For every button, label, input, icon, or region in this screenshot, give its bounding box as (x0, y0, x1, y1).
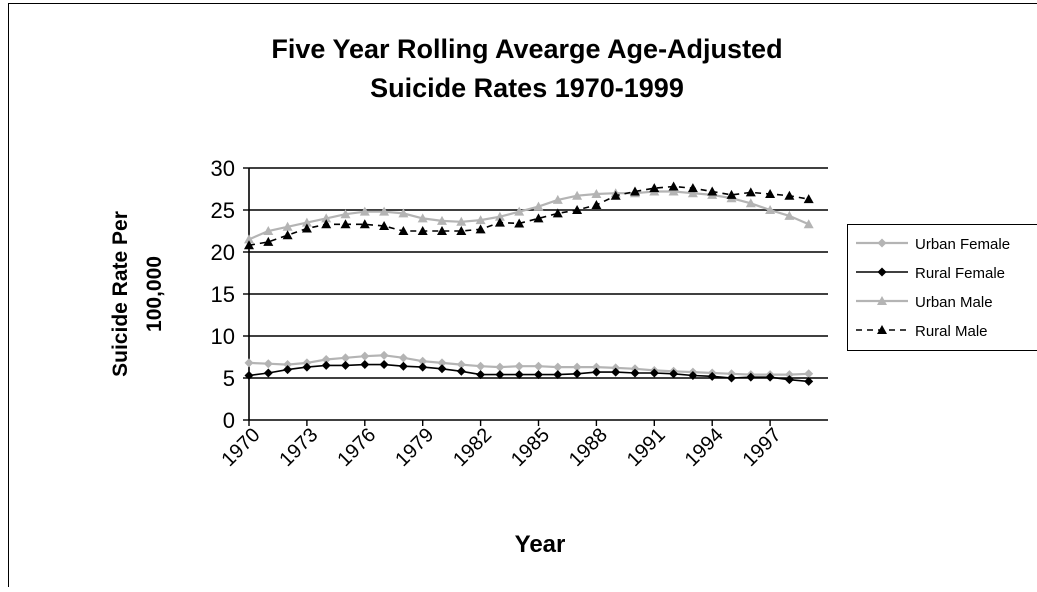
x-axis-title: Year (515, 531, 566, 558)
y-tick-label: 5 (223, 366, 235, 391)
y-tick-label: 20 (211, 240, 235, 265)
y-tick-label: 30 (211, 156, 235, 181)
y-axis-title-line-2: 100,000 (143, 256, 166, 332)
legend-label: Rural Female (915, 265, 1005, 282)
legend-label: Urban Female (915, 236, 1010, 253)
y-axis-title-line-1: Suicide Rate Per (109, 211, 132, 377)
y-tick-label: 10 (211, 324, 235, 349)
chart-title-line-1: Five Year Rolling Avearge Age-Adjusted (271, 34, 782, 64)
y-tick-label: 0 (223, 408, 235, 433)
legend-label: Urban Male (915, 294, 993, 311)
legend-label: Rural Male (915, 323, 988, 340)
y-tick-label: 25 (211, 198, 235, 223)
chart-title-line-2: Suicide Rates 1970-1999 (370, 73, 684, 103)
legend: Urban Female Rural Female Urban Male Rural … (848, 225, 1037, 351)
y-tick-label: 15 (211, 282, 235, 307)
